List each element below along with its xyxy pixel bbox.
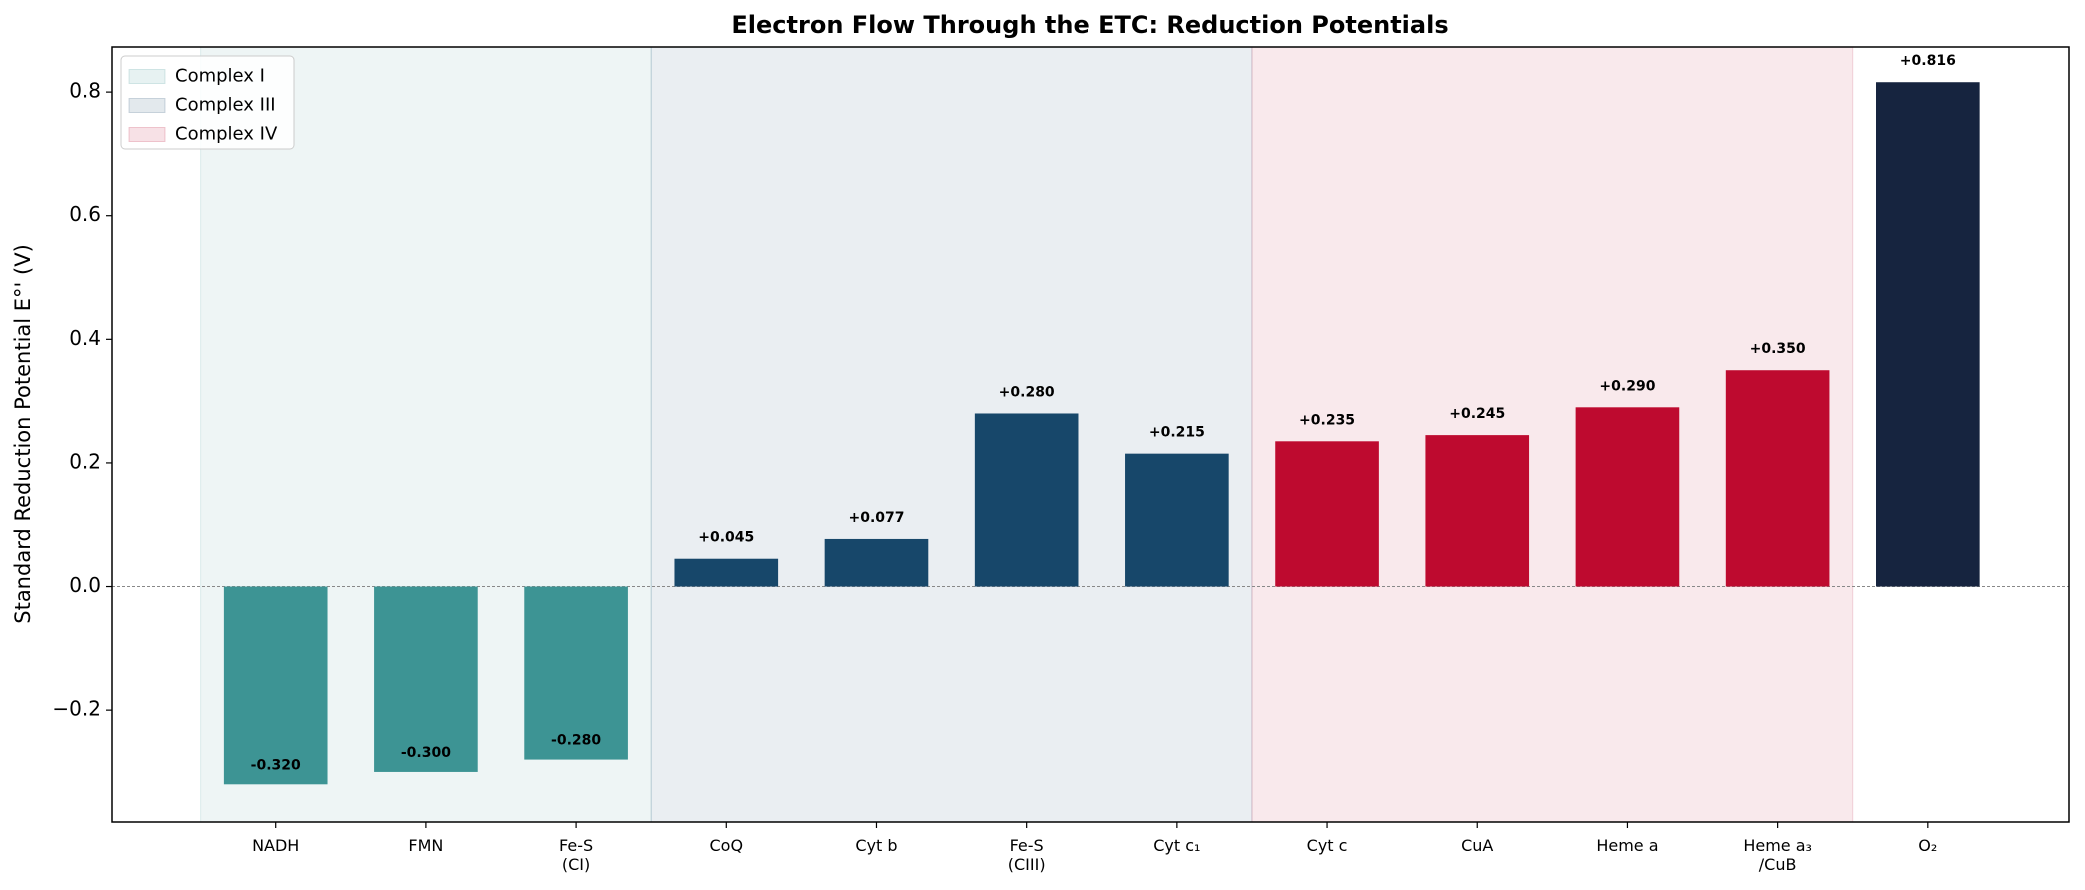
value-label: -0.280: [551, 733, 601, 749]
value-label: +0.235: [1299, 412, 1355, 428]
legend-label: Complex IV: [175, 124, 278, 145]
legend-swatch: [128, 98, 166, 113]
value-label: +0.350: [1750, 341, 1806, 357]
x-tick-label: NADH: [252, 836, 300, 855]
x-tick-label: Fe-S (CIII): [1007, 836, 1046, 874]
value-label: +0.245: [1449, 406, 1505, 422]
bar: [1876, 82, 1980, 587]
value-label: -0.300: [401, 745, 451, 761]
y-tick-label: 0.0: [69, 573, 101, 597]
x-tick-label: Cyt c: [1306, 836, 1348, 855]
x-tick-label: Cyt b: [855, 836, 898, 855]
x-tick-label: CoQ: [709, 836, 744, 855]
value-label: +0.215: [1149, 425, 1205, 441]
x-tick-label: Fe-S (CI): [559, 836, 594, 874]
bar: [1275, 441, 1379, 587]
bar: [223, 586, 328, 785]
x-tick-label: Cyt c₁: [1153, 836, 1201, 855]
bar: [824, 538, 929, 587]
region-band: [650, 46, 1253, 823]
bar: [974, 413, 1079, 587]
bar: [374, 586, 478, 772]
legend-label: Complex III: [175, 95, 276, 116]
y-tick-label: −0.2: [52, 697, 101, 721]
y-tick-label: 0.4: [69, 326, 101, 350]
bar: [1425, 435, 1530, 587]
value-label: +0.280: [999, 384, 1055, 400]
legend-label: Complex I: [175, 66, 265, 87]
x-tick-label: Heme a: [1596, 836, 1659, 855]
x-tick-label: O₂: [1918, 836, 1938, 855]
bar: [1725, 370, 1830, 587]
value-label: +0.045: [698, 530, 754, 546]
chart-title: Electron Flow Through the ETC: Reduction…: [731, 11, 1448, 39]
bar: [674, 558, 779, 587]
bar: [1575, 407, 1680, 587]
legend-box: [120, 55, 295, 150]
plot-frame: [111, 46, 2070, 823]
value-label: +0.077: [848, 510, 904, 526]
x-tick-label: FMN: [408, 836, 444, 855]
x-tick-label: CuA: [1461, 836, 1494, 855]
value-label: +0.290: [1599, 378, 1655, 394]
value-label: +0.816: [1900, 53, 1956, 69]
value-label: -0.320: [251, 757, 301, 773]
legend-swatch: [128, 127, 166, 142]
x-tick-label: Heme a₃ /CuB: [1743, 836, 1812, 874]
bar: [524, 586, 628, 760]
legend-swatch: [128, 69, 166, 84]
y-axis-label: Standard Reduction Potential E°' (V): [11, 244, 35, 624]
y-tick-label: 0.6: [69, 202, 101, 226]
y-tick-label: 0.2: [69, 449, 101, 473]
bar: [1125, 453, 1229, 587]
y-tick-label: 0.8: [69, 79, 101, 103]
